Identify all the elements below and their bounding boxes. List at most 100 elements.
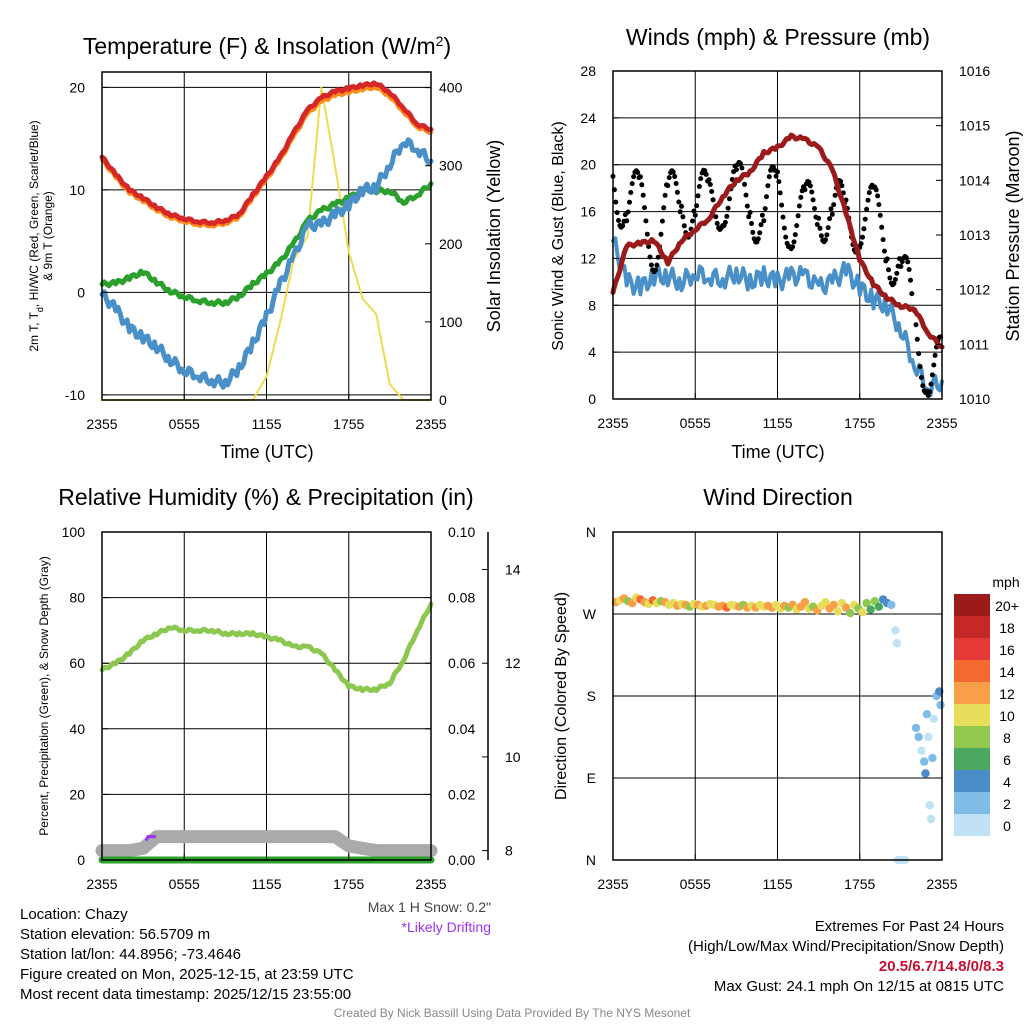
humidity-y-tick-label: 20 bbox=[69, 786, 85, 802]
gust-point bbox=[674, 189, 680, 195]
gust-point bbox=[873, 187, 879, 193]
legend-swatch bbox=[954, 770, 990, 792]
gust-point bbox=[635, 170, 641, 175]
temperature-x-tick-label: 1155 bbox=[251, 416, 281, 432]
gust-point bbox=[818, 233, 824, 239]
winds-panel: Winds (mph) & Pressure (mb) 2355 0555 1155… bbox=[550, 24, 1023, 462]
snow-depth-tick-label: 8 bbox=[505, 843, 513, 859]
gust-point bbox=[860, 234, 865, 240]
gust-point bbox=[828, 206, 834, 212]
gust-point bbox=[839, 183, 845, 189]
insolation-y2-tick-label: 400 bbox=[439, 80, 463, 96]
winds-y-tick-label: 8 bbox=[588, 297, 596, 313]
legend-label: 0 bbox=[1003, 818, 1011, 834]
wind-direction-point bbox=[925, 801, 934, 810]
legend-swatch bbox=[954, 616, 990, 638]
gust-point bbox=[916, 351, 922, 357]
sonic-wind-line bbox=[611, 236, 944, 398]
gust-point bbox=[631, 174, 637, 180]
legend-label: 14 bbox=[999, 664, 1015, 680]
gust-point bbox=[707, 182, 713, 187]
gust-point bbox=[794, 223, 800, 229]
gust-point bbox=[891, 281, 897, 286]
gust-point bbox=[795, 213, 801, 219]
gust-point bbox=[779, 202, 785, 208]
gust-point bbox=[761, 218, 767, 224]
gust-point bbox=[676, 199, 682, 205]
legend-swatch bbox=[954, 704, 990, 726]
temperature-x-tick-label: 1755 bbox=[333, 416, 364, 432]
gust-point bbox=[905, 259, 911, 265]
gust-point bbox=[780, 214, 786, 220]
precip-y2-tick-label: 0.10 bbox=[448, 524, 475, 540]
max-snow-note: Max 1 H Snow: 0.2" bbox=[367, 899, 491, 915]
humidity-x-tick-label: 1155 bbox=[251, 876, 281, 892]
insolation-ylabel: Solar Insolation (Yellow) bbox=[484, 140, 504, 332]
humidity-title: Relative Humidity (%) & Precipitation (i… bbox=[58, 484, 473, 510]
gust-point bbox=[809, 189, 815, 195]
legend-label: 16 bbox=[999, 642, 1015, 658]
wind-direction-point bbox=[928, 753, 937, 763]
gust-point bbox=[886, 267, 891, 273]
gust-point bbox=[875, 193, 881, 199]
humidity-x-tick-label: 0555 bbox=[169, 876, 200, 892]
gust-point bbox=[802, 187, 808, 193]
gust-point bbox=[628, 190, 634, 195]
extremes-title: Extremes For Past 24 Hours bbox=[814, 918, 1004, 935]
gust-point bbox=[725, 205, 731, 211]
gust-point bbox=[914, 336, 920, 342]
legend-label: 12 bbox=[999, 686, 1015, 702]
figure-created: Figure created on Mon, 2025-12-15, at 23… bbox=[20, 966, 354, 983]
gust-point bbox=[909, 291, 915, 297]
gust-point bbox=[727, 196, 732, 202]
gust-point bbox=[884, 256, 890, 262]
gust-point bbox=[758, 222, 764, 228]
humidity-ticks: 2355 0555 1155 1755 23550204060801000.000.02… bbox=[62, 524, 521, 892]
wind-direction-point bbox=[922, 710, 932, 719]
snow-depth-tick-label: 10 bbox=[505, 749, 521, 765]
snow-depth-tick-label: 12 bbox=[505, 655, 521, 671]
gust-point bbox=[766, 174, 772, 180]
gust-point bbox=[880, 237, 886, 243]
gust-point bbox=[918, 375, 924, 380]
gust-point bbox=[792, 232, 798, 238]
winds-x-tick-label: 0555 bbox=[680, 415, 711, 431]
gust-point bbox=[798, 194, 804, 200]
winds-title: Winds (mph) & Pressure (mb) bbox=[626, 24, 930, 50]
gust-point bbox=[672, 174, 678, 179]
temperature-ylabel-line2: & 9m T (Orange) bbox=[41, 191, 55, 281]
humidity-ylabel: Percent, Precipitation (Green), & Snow D… bbox=[37, 556, 51, 835]
gust-point bbox=[764, 194, 769, 200]
wind-direction-point bbox=[858, 608, 867, 617]
wind-direction-ylabel: Direction (Colored By Speed) bbox=[553, 592, 570, 800]
temperature-x-tick-label: 0555 bbox=[169, 416, 200, 432]
wind-direction-point bbox=[887, 600, 896, 610]
gust-point bbox=[759, 212, 765, 218]
snow-annotation: Max 1 H Snow: 0.2" *Likely Drifting bbox=[368, 897, 491, 937]
wind-direction-point bbox=[846, 608, 855, 618]
gust-point bbox=[658, 231, 664, 237]
snow-depth-line bbox=[95, 830, 438, 858]
precip-y2-tick-label: 0.08 bbox=[448, 590, 475, 606]
gust-point bbox=[703, 171, 709, 177]
pressure-y2-tick-label: 1013 bbox=[959, 227, 990, 243]
gust-point bbox=[775, 169, 780, 175]
gust-point bbox=[777, 190, 783, 196]
humidity-x-tick-label: 2355 bbox=[86, 876, 117, 892]
gust-point bbox=[765, 183, 771, 189]
wind-direction-point bbox=[911, 723, 921, 733]
legend-label: 4 bbox=[1003, 774, 1011, 790]
heat-index-wind-chill-line bbox=[99, 137, 434, 390]
wind-direction-x-tick-label: 1755 bbox=[844, 876, 875, 892]
winds-series bbox=[610, 132, 945, 398]
gust-point bbox=[661, 205, 667, 211]
legend-swatch bbox=[954, 594, 990, 616]
legend-swatch bbox=[954, 748, 990, 770]
gust-point bbox=[620, 223, 626, 229]
legend-label: 6 bbox=[1003, 752, 1011, 768]
humidity-x-tick-label: 2355 bbox=[415, 876, 446, 892]
gust-point bbox=[665, 183, 671, 189]
wind-direction-points bbox=[611, 593, 945, 865]
gust-point bbox=[829, 211, 835, 217]
wind-direction-point bbox=[874, 602, 884, 611]
